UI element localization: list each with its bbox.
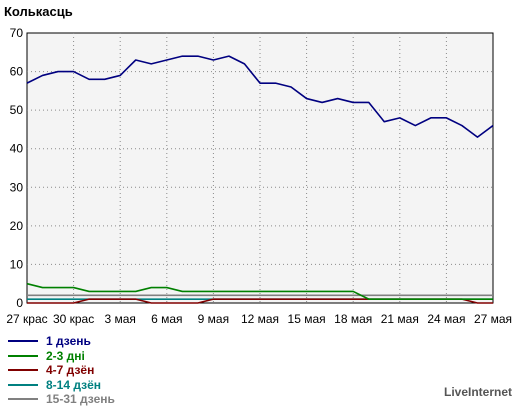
x-tick-label: 12 мая — [241, 312, 279, 326]
x-tick-label: 18 мая — [334, 312, 372, 326]
chart-canvas: 0 10 20 30 40 50 60 70 27 крас 30 крас 3 мая 6 мая… — [6, 26, 512, 326]
legend-swatch — [8, 383, 38, 386]
y-tick-label: 70 — [10, 26, 24, 40]
legend-label: 4-7 дзён — [46, 363, 95, 378]
legend-item: 1 дзень — [8, 334, 115, 349]
y-tick-label: 20 — [10, 219, 24, 233]
legend-swatch — [8, 369, 38, 372]
credit: LiveInternet — [443, 385, 512, 399]
series-lines — [26, 55, 494, 304]
legend-label: 2-3 дні — [46, 348, 85, 363]
x-tick-label: 27 мая — [474, 312, 512, 326]
legend-swatch — [8, 340, 38, 343]
x-tick-label: 27 крас — [6, 312, 47, 326]
series-line — [26, 55, 494, 138]
x-tick-label: 6 мая — [151, 312, 182, 326]
y-tick-label: 40 — [10, 142, 24, 156]
legend-item: 8-14 дзён — [8, 378, 115, 393]
x-axis: 27 крас 30 крас 3 мая 6 мая 9 мая 12 мая 15 ма… — [6, 312, 512, 326]
x-tick-label: 24 мая — [427, 312, 465, 326]
grid — [27, 33, 493, 303]
series-line — [26, 282, 493, 300]
legend-item: 2-3 дні — [8, 349, 115, 364]
y-axis: 0 10 20 30 40 50 60 70 — [10, 26, 24, 310]
x-tick-label: 21 мая — [381, 312, 419, 326]
x-tick-label: 3 мая — [104, 312, 135, 326]
legend-item: 4-7 дзён — [8, 363, 115, 378]
legend-item: 15-31 дзень — [8, 392, 115, 407]
legend-swatch — [8, 354, 38, 357]
legend: 1 дзень 2-3 дні 4-7 дзён 8-14 дзён 15-31 дзе… — [8, 334, 115, 407]
y-tick-label: 0 — [16, 296, 23, 310]
y-tick-label: 50 — [10, 103, 24, 117]
chart-title: Колькасць — [4, 4, 73, 19]
y-tick-label: 10 — [10, 257, 24, 271]
y-tick-label: 60 — [10, 65, 24, 79]
x-tick-label: 9 мая — [198, 312, 229, 326]
x-tick-label: 30 крас — [53, 312, 94, 326]
x-tick-label: 15 мая — [288, 312, 326, 326]
legend-label: 8-14 дзён — [46, 377, 102, 392]
legend-label: 15-31 дзень — [46, 392, 115, 407]
legend-swatch — [8, 398, 38, 401]
legend-label: 1 дзень — [46, 334, 91, 349]
y-tick-label: 30 — [10, 180, 24, 194]
